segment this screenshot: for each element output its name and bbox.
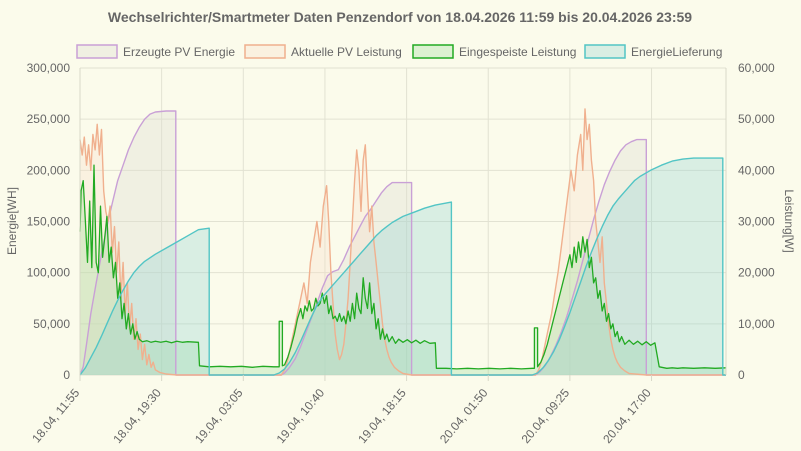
series-lines <box>79 108 727 376</box>
x-tick-label: 19.04, 10:40 <box>274 386 328 446</box>
chart-title: Wechselrichter/Smartmeter Daten Penzendo… <box>108 9 692 25</box>
grid <box>79 67 726 376</box>
y-tick-right: 10,000 <box>738 317 775 331</box>
legend-item-0[interactable]: Erzeugte PV Energie <box>76 44 235 59</box>
series-line-3 <box>79 157 726 376</box>
y-axis-left-title: Energie[WH] <box>5 187 19 255</box>
legend-swatch <box>76 44 118 59</box>
x-tick-label: 20.04, 09:25 <box>519 386 573 446</box>
series-area-0 <box>80 111 726 375</box>
y-tick-left: 300,000 <box>27 61 71 75</box>
y-tick-right: 30,000 <box>738 215 775 229</box>
series-area-3 <box>80 158 726 375</box>
legend[interactable]: Erzeugte PV Energie Aktuelle PV Leistung E… <box>76 44 722 59</box>
y-tick-left: 150,000 <box>27 215 71 229</box>
x-tick-label: 18.04, 11:55 <box>29 386 82 446</box>
legend-label: Erzeugte PV Energie <box>123 45 235 59</box>
y-tick-left: 100,000 <box>27 266 71 280</box>
y-tick-right: 0 <box>738 368 745 382</box>
y-tick-left: 250,000 <box>27 112 71 126</box>
y-tick-right: 50,000 <box>738 112 775 126</box>
y-tick-right: 40,000 <box>738 163 775 177</box>
legend-label: EnergieLieferung <box>631 45 722 59</box>
y-tick-right: 60,000 <box>738 61 775 75</box>
legend-item-3[interactable]: EnergieLieferung <box>584 44 722 59</box>
legend-item-2[interactable]: Eingespeiste Leistung <box>412 44 576 59</box>
y-tick-left: 50,000 <box>33 317 70 331</box>
legend-swatch <box>244 44 286 59</box>
legend-label: Eingespeiste Leistung <box>459 45 576 59</box>
legend-item-1[interactable]: Aktuelle PV Leistung <box>244 44 402 59</box>
series-area-1 <box>80 108 726 376</box>
x-tick-label: 19.04, 03:05 <box>192 386 246 446</box>
y-axis-right-title: Leistung[W] <box>782 189 796 252</box>
x-tick-label: 20.04, 17:00 <box>600 386 654 446</box>
series-line-0 <box>79 110 726 376</box>
x-tick-label: 20.04, 01:50 <box>437 386 491 446</box>
legend-swatch <box>412 44 454 59</box>
legend-label: Aktuelle PV Leistung <box>291 45 402 59</box>
y-tick-left: 0 <box>63 368 70 382</box>
x-tick-label: 19.04, 18:15 <box>355 386 409 446</box>
y-tick-left: 200,000 <box>27 163 71 177</box>
y-tick-right: 20,000 <box>738 266 775 280</box>
series-line-2 <box>79 164 727 370</box>
legend-swatch <box>584 44 626 59</box>
x-tick-label: 18.04, 19:30 <box>110 386 164 446</box>
